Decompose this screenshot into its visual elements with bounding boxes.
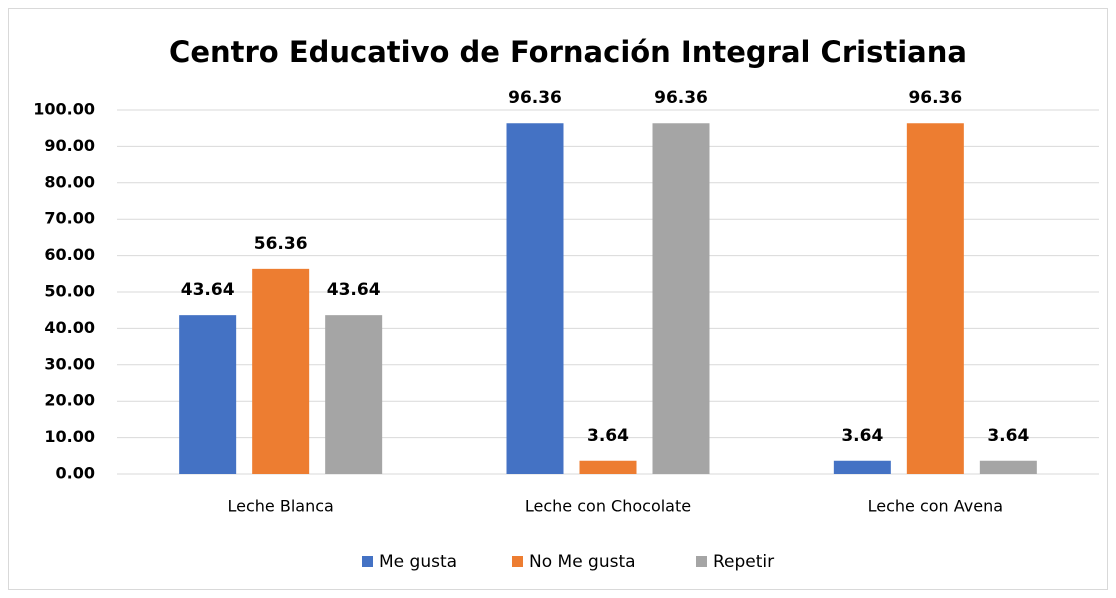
y-tick-label: 100.00: [33, 100, 95, 119]
bar: [906, 123, 964, 474]
y-tick-label: 60.00: [44, 245, 95, 264]
data-label: 56.36: [254, 234, 308, 254]
bar: [506, 123, 564, 474]
data-label: 3.64: [987, 426, 1029, 446]
y-tick-label: 30.00: [44, 354, 95, 373]
bar: [979, 460, 1037, 474]
legend-swatch: [696, 556, 707, 567]
legend-swatch: [362, 556, 373, 567]
legend-swatch: [512, 556, 523, 567]
bar: [833, 460, 891, 474]
data-label: 96.36: [654, 88, 708, 108]
data-label: 3.64: [587, 426, 629, 446]
y-tick-label: 10.00: [44, 427, 95, 446]
data-label: 3.64: [841, 426, 883, 446]
x-tick-label: Leche Blanca: [228, 497, 334, 516]
y-tick-label: 50.00: [44, 282, 95, 301]
y-tick-label: 0.00: [56, 464, 95, 483]
chart-title: Centro Educativo de Fornación Integral C…: [169, 35, 967, 69]
legend-label: Repetir: [713, 552, 774, 572]
x-tick-label: Leche con Avena: [868, 497, 1003, 516]
y-tick-label: 40.00: [44, 318, 95, 337]
data-label: 43.64: [327, 280, 381, 300]
x-tick-label: Leche con Chocolate: [525, 497, 691, 516]
bar: [652, 123, 710, 474]
bar: [252, 268, 310, 474]
data-label: 43.64: [181, 280, 235, 300]
y-tick-label: 80.00: [44, 172, 95, 191]
bar: [579, 460, 637, 474]
legend-label: Me gusta: [379, 552, 457, 572]
bar: [325, 315, 383, 474]
data-label: 96.36: [908, 88, 962, 108]
legend-label: No Me gusta: [529, 552, 636, 572]
y-tick-label: 90.00: [44, 136, 95, 155]
bar: [179, 315, 237, 474]
y-tick-label: 20.00: [44, 391, 95, 410]
data-label: 96.36: [508, 88, 562, 108]
y-tick-label: 70.00: [44, 209, 95, 228]
